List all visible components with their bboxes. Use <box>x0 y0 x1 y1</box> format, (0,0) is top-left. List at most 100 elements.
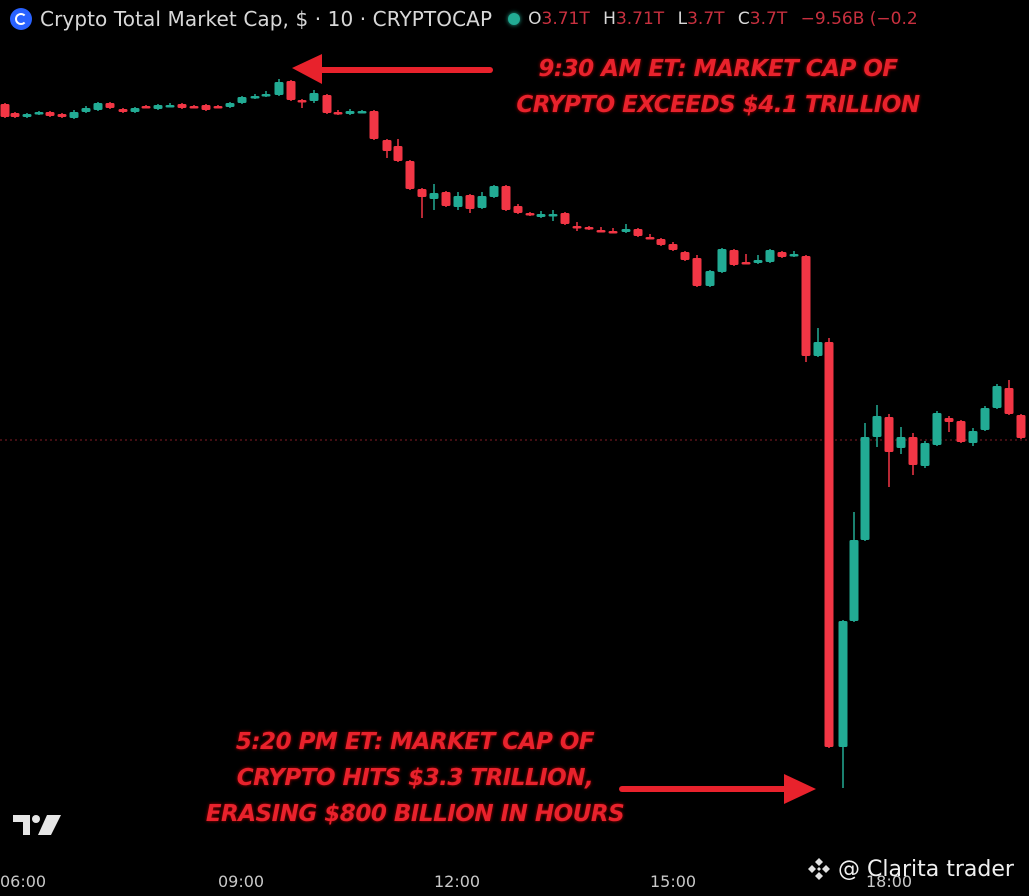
candle-body-down <box>513 206 523 213</box>
candle[interactable] <box>189 105 199 109</box>
candle[interactable] <box>165 103 175 108</box>
candle[interactable] <box>525 212 535 216</box>
candle[interactable] <box>656 238 666 246</box>
candle[interactable] <box>968 428 978 446</box>
candle[interactable] <box>884 414 894 487</box>
candle[interactable] <box>477 192 487 209</box>
candle[interactable] <box>944 416 954 432</box>
candle[interactable] <box>513 204 523 214</box>
candle[interactable] <box>453 192 463 210</box>
candle[interactable] <box>608 228 618 234</box>
candle[interactable] <box>621 224 631 233</box>
candle-body-down <box>777 252 787 257</box>
candle[interactable] <box>118 108 128 113</box>
candle[interactable] <box>789 251 799 257</box>
candle[interactable] <box>992 384 1002 409</box>
candle[interactable] <box>274 79 284 96</box>
candle[interactable] <box>297 99 307 108</box>
candle[interactable] <box>753 255 763 264</box>
candle[interactable] <box>441 191 451 207</box>
candle[interactable] <box>872 405 882 447</box>
candle[interactable] <box>105 102 115 109</box>
candle[interactable] <box>692 255 702 287</box>
candle[interactable] <box>141 105 151 109</box>
candle[interactable] <box>322 94 332 114</box>
candle[interactable] <box>645 234 655 240</box>
symbol-title[interactable]: Crypto Total Market Cap, $ · 10 · CRYPTO… <box>40 7 493 31</box>
candle[interactable] <box>717 248 727 273</box>
candle[interactable] <box>261 91 271 97</box>
candle[interactable] <box>536 211 546 218</box>
candle[interactable] <box>201 104 211 111</box>
candle[interactable] <box>729 249 739 266</box>
candle[interactable] <box>357 110 367 114</box>
candle[interactable] <box>153 104 163 110</box>
candle[interactable] <box>34 111 44 115</box>
candle-body-up <box>274 82 284 95</box>
candle[interactable] <box>668 242 678 251</box>
candle-body-up <box>165 105 175 108</box>
candle[interactable] <box>345 109 355 115</box>
candle[interactable] <box>584 226 594 230</box>
candle[interactable] <box>10 112 20 118</box>
candle-body-up <box>717 249 727 272</box>
candle[interactable] <box>572 222 582 231</box>
candle[interactable] <box>777 251 787 258</box>
candle[interactable] <box>309 90 319 103</box>
candle[interactable] <box>813 328 823 357</box>
candle[interactable] <box>225 102 235 108</box>
close-value: 3.7T <box>749 9 788 29</box>
candle[interactable] <box>908 433 918 475</box>
watermark: @ Clarita trader <box>806 856 1014 882</box>
open-label: O <box>528 9 542 29</box>
candle[interactable] <box>93 102 103 111</box>
candle[interactable] <box>130 107 140 113</box>
candle[interactable] <box>429 184 439 210</box>
tradingview-logo-icon[interactable] <box>13 812 63 838</box>
candle[interactable] <box>22 113 32 118</box>
candle-body-down <box>105 103 115 108</box>
candle[interactable] <box>860 423 870 541</box>
candle[interactable] <box>956 420 966 443</box>
candle[interactable] <box>633 228 643 237</box>
candle[interactable] <box>548 210 558 221</box>
candle[interactable] <box>1004 380 1014 415</box>
candle[interactable] <box>680 251 690 261</box>
candle[interactable] <box>81 106 91 113</box>
candle[interactable] <box>932 411 942 446</box>
candle[interactable] <box>980 406 990 431</box>
candle[interactable] <box>177 103 187 109</box>
candle[interactable] <box>405 160 415 190</box>
candle[interactable] <box>417 188 427 218</box>
candle[interactable] <box>250 94 260 99</box>
candle[interactable] <box>1016 414 1026 439</box>
candle[interactable] <box>501 185 511 211</box>
candle[interactable] <box>45 111 55 117</box>
candle[interactable] <box>824 338 834 748</box>
candle[interactable] <box>838 620 848 788</box>
candle[interactable] <box>369 110 379 140</box>
candle[interactable] <box>286 80 296 101</box>
candle[interactable] <box>382 139 392 158</box>
candle[interactable] <box>920 441 930 468</box>
candle[interactable] <box>333 110 343 115</box>
candle[interactable] <box>705 270 715 287</box>
candle[interactable] <box>801 255 811 362</box>
candle[interactable] <box>765 249 775 263</box>
candle-body-up <box>345 111 355 114</box>
candle[interactable] <box>596 227 606 233</box>
candle[interactable] <box>741 254 751 265</box>
candle[interactable] <box>393 139 403 162</box>
candle[interactable] <box>57 113 67 118</box>
candle[interactable] <box>213 105 223 109</box>
candle[interactable] <box>237 96 247 104</box>
candle[interactable] <box>560 212 570 225</box>
candle[interactable] <box>849 512 859 622</box>
candle[interactable] <box>896 427 906 454</box>
candle-body-up <box>536 214 546 217</box>
candle[interactable] <box>0 103 10 118</box>
candle[interactable] <box>69 110 79 119</box>
candle[interactable] <box>489 185 499 198</box>
candle[interactable] <box>465 194 475 213</box>
